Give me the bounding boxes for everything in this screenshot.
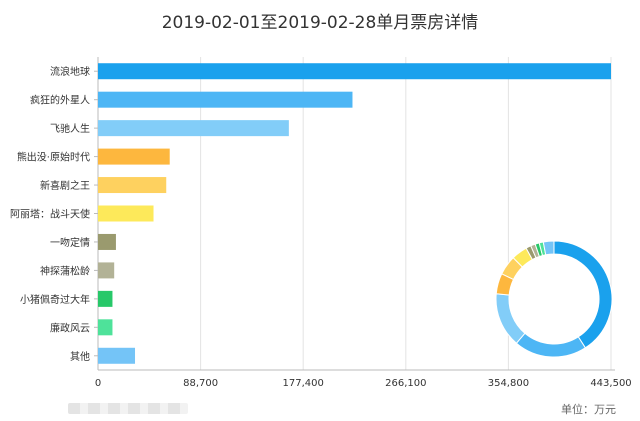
bar	[98, 347, 136, 364]
bar	[98, 262, 115, 279]
blurred-source-text	[68, 403, 188, 414]
donut-slice	[515, 332, 587, 358]
x-tick-label: 88,700	[183, 378, 218, 389]
unit-label: 单位：万元	[561, 403, 616, 416]
category-label: 新喜剧之王	[40, 179, 90, 192]
category-label: 神探蒲松龄	[40, 264, 90, 277]
category-label: 小猪佩奇过大年	[20, 293, 90, 306]
category-label: 飞驰人生	[50, 122, 90, 135]
x-tick-label: 177,400	[283, 378, 324, 389]
chart-title: 2019-02-01至2019-02-28单月票房详情	[161, 13, 479, 33]
donut-slice	[542, 240, 555, 256]
category-label: 阿丽塔：战斗天使	[10, 208, 90, 221]
category-label: 一吻定情	[50, 236, 90, 249]
bar	[98, 120, 289, 137]
category-label: 熊出没·原始时代	[17, 151, 90, 164]
category-label: 廉政风云	[50, 321, 90, 334]
bar	[98, 177, 167, 194]
category-label: 流浪地球	[50, 65, 90, 78]
donut-slice	[553, 240, 613, 349]
bar	[98, 148, 170, 165]
bar	[98, 63, 611, 80]
x-tick-label: 354,800	[488, 378, 529, 389]
category-label: 疯狂的外星人	[30, 94, 90, 107]
x-tick-label: 266,100	[385, 378, 426, 389]
x-tick-label: 443,500	[590, 378, 631, 389]
bar	[98, 205, 154, 222]
bar	[98, 233, 116, 250]
category-label: 其他	[70, 350, 90, 363]
bar	[98, 91, 353, 108]
x-tick-label: 0	[95, 378, 101, 389]
bar	[98, 290, 113, 307]
donut-slice	[495, 293, 526, 344]
bar	[98, 319, 113, 336]
